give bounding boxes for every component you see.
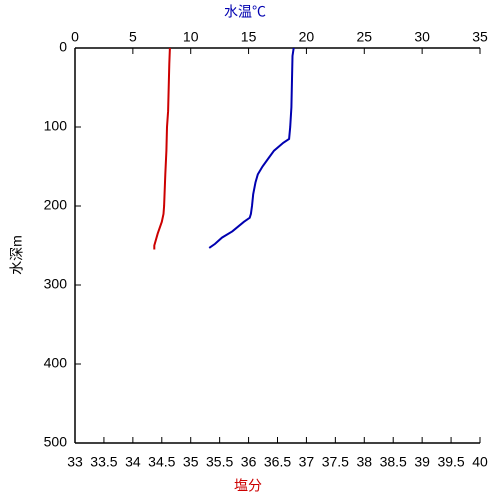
profile-line: [153, 47, 171, 250]
x2-tick-label: 35: [472, 29, 488, 45]
x-tick-label: 35.5: [206, 454, 233, 470]
y-tick-label: 400: [44, 355, 68, 371]
x2-tick-label: 20: [299, 29, 315, 45]
x-tick-label: 38: [356, 454, 372, 470]
y-tick-label: 200: [44, 197, 68, 213]
y-tick-label: 300: [44, 276, 68, 292]
x-tick-label: 39.5: [437, 454, 464, 470]
x-tick-label: 34.5: [148, 454, 175, 470]
x-tick-label: 33: [67, 454, 83, 470]
bottom-axis-title: 塩分: [234, 478, 262, 494]
x2-tick-label: 5: [129, 29, 137, 45]
y-tick-label: 100: [44, 118, 68, 134]
y-tick-label: 500: [44, 434, 68, 450]
x-tick-label: 36: [241, 454, 257, 470]
x-tick-label: 34: [125, 454, 141, 470]
x-tick-label: 39: [414, 454, 430, 470]
x-tick-label: 37: [299, 454, 315, 470]
x2-tick-label: 25: [356, 29, 372, 45]
x-tick-label: 36.5: [264, 454, 291, 470]
x2-tick-label: 0: [71, 29, 79, 45]
top-axis-title: 水温℃: [224, 4, 266, 20]
x2-tick-label: 15: [241, 29, 257, 45]
x-tick-label: 40: [472, 454, 488, 470]
x-tick-label: 37.5: [322, 454, 349, 470]
x-tick-label: 33.5: [90, 454, 117, 470]
x2-tick-label: 10: [183, 29, 199, 45]
x-tick-label: 38.5: [380, 454, 407, 470]
y-tick-label: 0: [59, 39, 67, 55]
profile-line: [208, 47, 295, 249]
y-axis-title: 水深m: [9, 235, 25, 275]
x2-tick-label: 30: [414, 29, 430, 45]
x-tick-label: 35: [183, 454, 199, 470]
